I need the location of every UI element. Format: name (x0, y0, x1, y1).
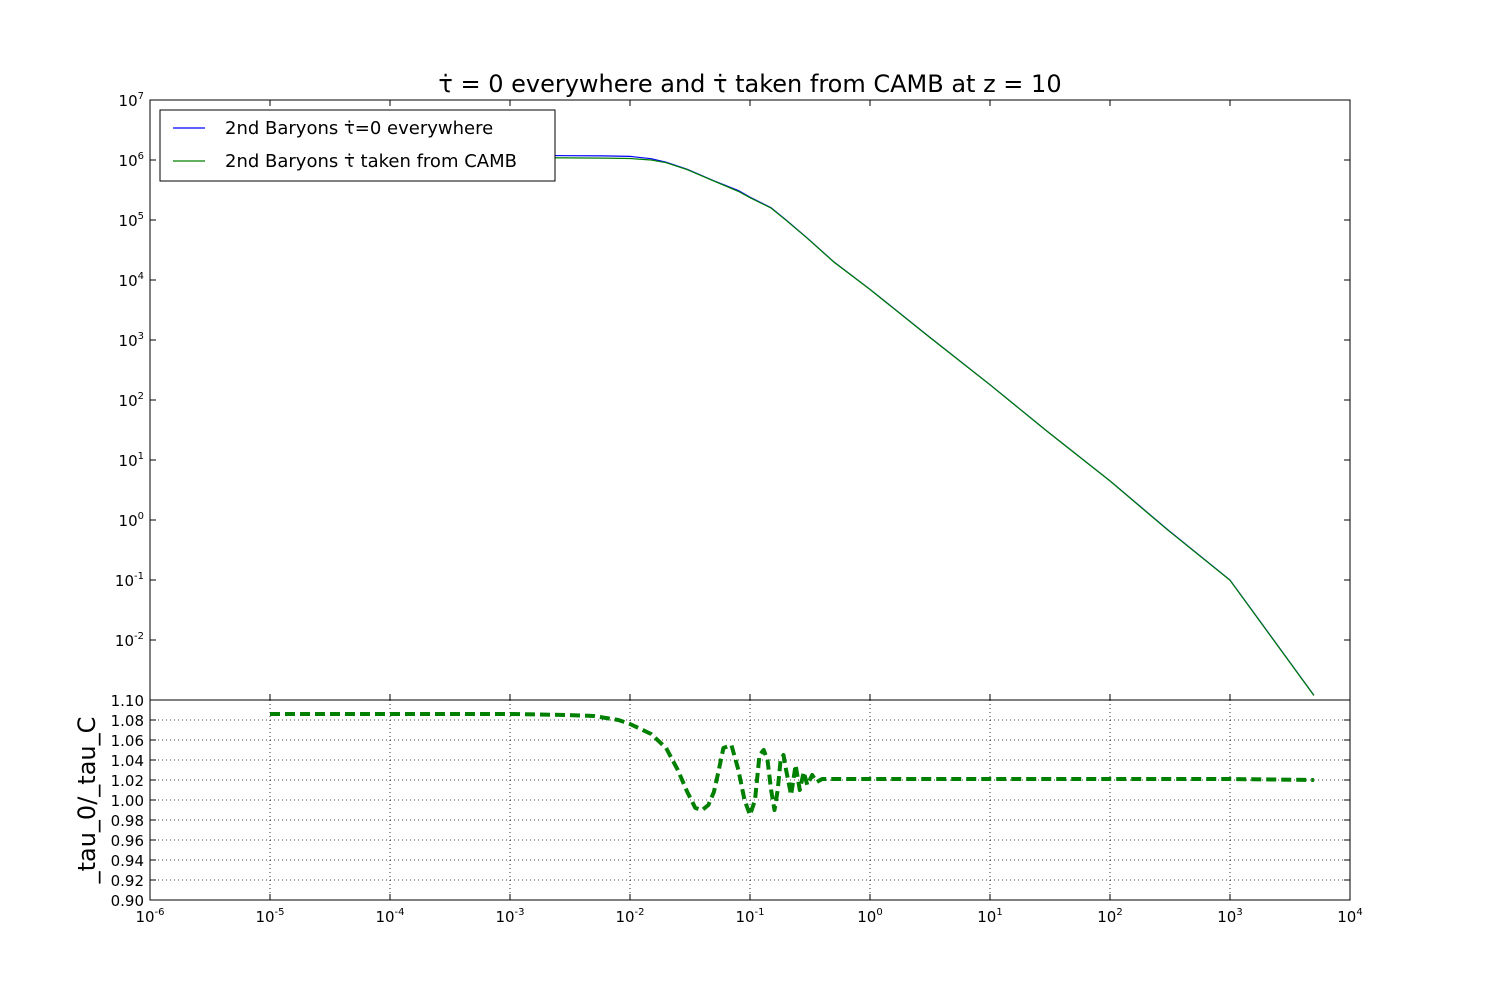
top-y-ticks: 10-2 10-1 100 101 102 103 104 105 106 107 (115, 91, 1351, 700)
bottom-y-tick-label: 1.10 (111, 692, 144, 710)
bottom-panel: 0.90 0.92 0.94 0.96 0.98 1.00 1.02 1.04 1.06 1.08… (73, 692, 1363, 926)
bottom-y-tick-label: 0.96 (111, 832, 144, 850)
bottom-grid (150, 700, 1350, 900)
legend-label-tau0: 2nd Baryons τ̇=0 everywhere (225, 118, 493, 139)
bottom-x-tick-label: 10-3 (495, 907, 524, 926)
bottom-y-axis-label: _tau_0/_tau_C (73, 717, 101, 885)
bottom-y-tick-label: 0.98 (111, 812, 144, 830)
bottom-x-tick-label: 100 (857, 907, 882, 926)
bottom-y-tick-label: 1.00 (111, 792, 144, 810)
bottom-y-tick-label: 1.02 (111, 772, 144, 790)
bottom-x-tick-label: 103 (1217, 907, 1242, 926)
top-y-tick-label: 10-1 (115, 571, 144, 590)
top-y-tick-label: 10-2 (115, 631, 144, 650)
legend-label-camb: 2nd Baryons τ̇ taken from CAMB (225, 151, 517, 172)
top-y-tick-label: 103 (119, 331, 144, 350)
top-y-tick-label: 101 (119, 451, 144, 470)
bottom-x-tick-label: 10-4 (375, 907, 404, 926)
bottom-x-tick-label: 102 (1097, 907, 1122, 926)
bottom-x-tick-label: 10-1 (735, 907, 764, 926)
bottom-y-tick-label: 0.92 (111, 872, 144, 890)
bottom-y-tick-label: 1.04 (111, 752, 144, 770)
bottom-y-tick-label: 0.94 (111, 852, 144, 870)
legend-box (159, 109, 556, 182)
bottom-x-tick-label: 10-2 (615, 907, 644, 926)
bottom-x-tick-label: 10-6 (135, 907, 164, 926)
top-y-tick-label: 106 (119, 151, 144, 170)
top-y-tick-label: 105 (119, 211, 144, 230)
bottom-x-ticks: 10-6 10-5 10-4 10-3 10-2 10-1 100 101 102 103 104 (135, 894, 1363, 926)
bottom-y-tick-label: 0.90 (111, 892, 144, 910)
top-y-tick-label: 104 (119, 271, 144, 290)
bottom-series (270, 712, 1314, 817)
legend: 2nd Baryons τ̇=0 everywhere 2nd Baryons … (159, 109, 556, 182)
ratio-line-0 (270, 712, 1314, 817)
bottom-y-tick-label: 1.08 (111, 712, 144, 730)
top-y-tick-label: 102 (119, 391, 144, 410)
bottom-x-tick-label: 10-5 (255, 907, 284, 926)
series-line-1 (270, 156, 1315, 696)
top-panel: 10-2 10-1 100 101 102 103 104 105 106 107 2nd Bar… (115, 91, 1351, 701)
bottom-x-tick-label: 101 (977, 907, 1002, 926)
top-y-tick-label: 100 (119, 511, 144, 530)
bottom-x-tick-label: 104 (1337, 907, 1362, 926)
top-series (270, 154, 1315, 696)
top-panel-frame (149, 99, 1351, 701)
top-y-tick-label: 107 (119, 91, 144, 110)
bottom-y-ticks: 0.90 0.92 0.94 0.96 0.98 1.00 1.02 1.04 1.06 1.08… (111, 692, 1350, 910)
series-line-0 (270, 154, 1315, 696)
bottom-y-tick-label: 1.06 (111, 732, 144, 750)
chart-title: τ̇ = 0 everywhere and τ̇ taken from CAMB… (438, 70, 1061, 98)
